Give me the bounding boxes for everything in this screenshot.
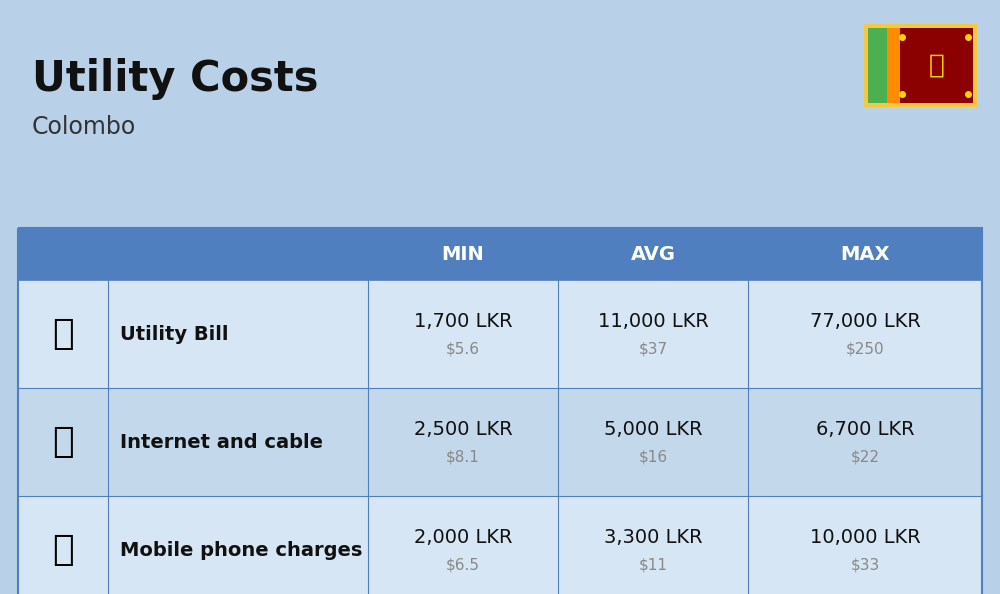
Bar (868, 28, 887, 103)
Text: MAX: MAX (840, 245, 890, 264)
Text: 6,700 LKR: 6,700 LKR (816, 419, 914, 438)
Text: 📱: 📱 (52, 533, 74, 567)
Bar (887, 28, 900, 103)
Text: Colombo: Colombo (32, 115, 136, 139)
Text: 🦁: 🦁 (928, 52, 944, 78)
Text: 2,500 LKR: 2,500 LKR (414, 419, 512, 438)
Text: $33: $33 (850, 558, 880, 573)
Text: Internet and cable: Internet and cable (120, 432, 323, 451)
Text: $11: $11 (639, 558, 668, 573)
Bar (18, 280, 982, 388)
Text: Mobile phone charges: Mobile phone charges (120, 541, 362, 560)
Text: $6.5: $6.5 (446, 558, 480, 573)
Bar (34, 305, 92, 363)
Text: $5.6: $5.6 (446, 342, 480, 356)
Text: 11,000 LKR: 11,000 LKR (598, 311, 708, 330)
Bar (18, 388, 982, 496)
Text: Utility Bill: Utility Bill (120, 324, 228, 343)
Text: Utility Costs: Utility Costs (32, 58, 318, 100)
Text: MIN: MIN (442, 245, 484, 264)
Text: 3,300 LKR: 3,300 LKR (604, 527, 702, 546)
Text: $8.1: $8.1 (446, 450, 480, 465)
Text: $16: $16 (638, 450, 668, 465)
Bar (900, 28, 973, 103)
Text: $250: $250 (846, 342, 884, 356)
Text: $37: $37 (638, 342, 668, 356)
Bar (34, 521, 92, 579)
Text: 📶: 📶 (52, 425, 74, 459)
Text: 77,000 LKR: 77,000 LKR (810, 311, 920, 330)
Bar (18, 388, 108, 496)
Bar (864, 24, 977, 107)
Bar (18, 280, 108, 388)
Bar (18, 228, 982, 280)
Text: 🔌: 🔌 (52, 317, 74, 351)
Bar (18, 228, 982, 594)
Text: 1,700 LKR: 1,700 LKR (414, 311, 512, 330)
Bar (18, 496, 108, 594)
Text: 2,000 LKR: 2,000 LKR (414, 527, 512, 546)
Bar (34, 413, 92, 471)
Text: $22: $22 (850, 450, 880, 465)
Bar (18, 496, 982, 594)
Text: 5,000 LKR: 5,000 LKR (604, 419, 702, 438)
Text: 10,000 LKR: 10,000 LKR (810, 527, 920, 546)
Text: AVG: AVG (631, 245, 676, 264)
